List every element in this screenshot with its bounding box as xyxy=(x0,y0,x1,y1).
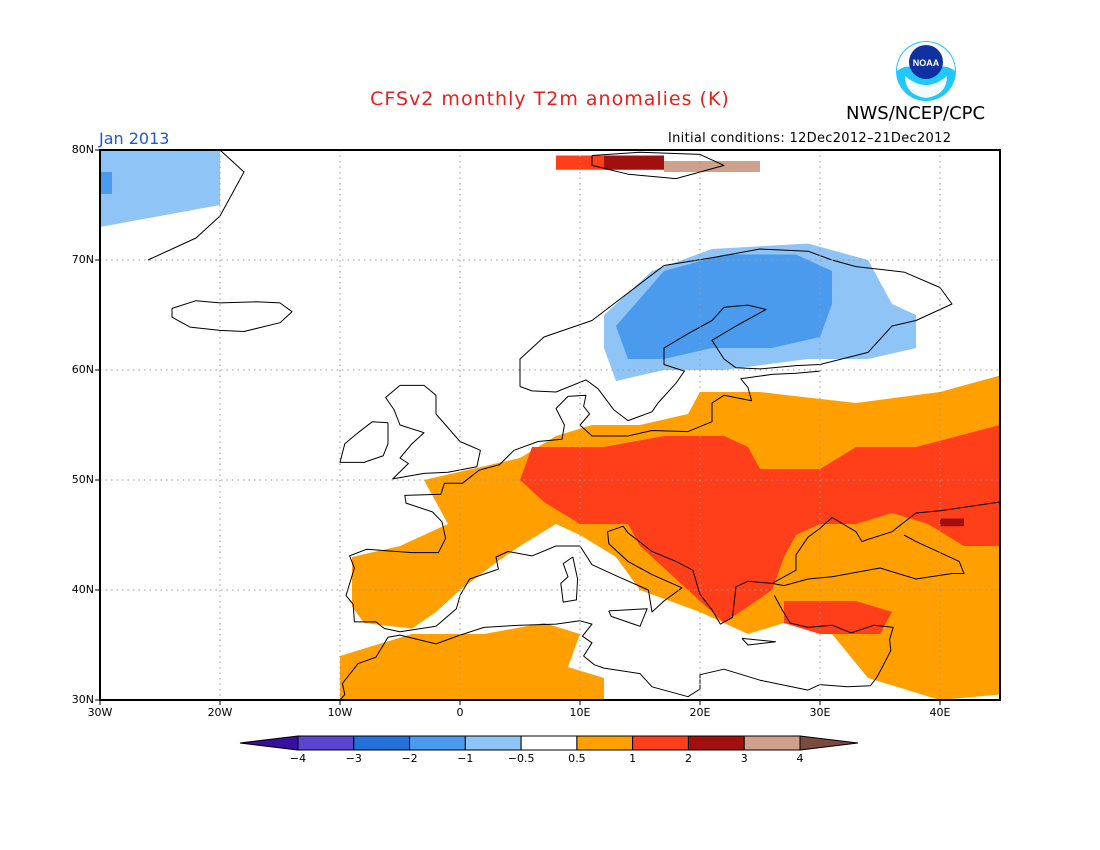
colorbar-swatch xyxy=(353,735,411,751)
map-title: CFSv2 monthly T2m anomalies (K) xyxy=(370,88,730,110)
colorbar-level-label: −3 xyxy=(345,752,362,765)
colorbar-arrow-high xyxy=(799,735,859,751)
lon-label: 20E xyxy=(689,706,711,719)
colorbar-level-label: 2 xyxy=(684,752,692,765)
lon-label: 20W xyxy=(207,706,233,719)
lon-label: 40E xyxy=(929,706,951,719)
forecast-period: Jan 2013 xyxy=(99,129,170,148)
noaa-logo: NOAA xyxy=(896,41,956,101)
coastline-turkey-south-levant xyxy=(771,534,965,587)
coastline-sicily xyxy=(608,608,648,627)
colorbar-swatch xyxy=(687,735,745,751)
lat-label: 80N xyxy=(71,143,94,156)
lat-label: 40N xyxy=(71,583,94,596)
colorbar xyxy=(239,735,859,751)
anomaly-region-11 xyxy=(664,161,760,172)
lon-label: 10W xyxy=(327,706,353,719)
coastline-anatolia-south xyxy=(773,595,894,691)
colorbar-swatch xyxy=(464,735,522,751)
graticule-layer xyxy=(100,150,1000,700)
coastline-continent-west xyxy=(345,370,1000,633)
coastline-britain xyxy=(385,384,481,480)
colorbar-swatch xyxy=(576,735,634,751)
coastline-crete xyxy=(741,637,777,646)
anomaly-region-5 xyxy=(340,623,604,700)
coastline-caspian xyxy=(999,558,1000,560)
coastline-corsica-sardinia xyxy=(560,556,579,603)
colorbar-level-label: −1 xyxy=(457,752,474,765)
lon-label: 30E xyxy=(809,706,831,719)
colorbar-swatch xyxy=(409,735,466,751)
coastline-layer xyxy=(147,150,1000,700)
lat-label: 70N xyxy=(71,253,94,266)
colorbar-level-label: −0.5 xyxy=(507,752,535,765)
coastline-ireland xyxy=(339,421,389,463)
anomaly-fill-layer xyxy=(100,150,1000,700)
anomaly-region-8 xyxy=(940,518,964,527)
anomaly-region-7 xyxy=(784,601,892,634)
colorbar-level-label: 4 xyxy=(796,752,804,765)
colorbar-arrow-low xyxy=(239,735,299,751)
lat-label: 60N xyxy=(71,363,94,376)
agency-label: NWS/NCEP/CPC xyxy=(846,103,986,124)
anomaly-region-0 xyxy=(100,150,220,227)
colorbar-swatch xyxy=(743,735,801,751)
coastline-scandinavia xyxy=(519,248,953,422)
logo-lettering: NOAA xyxy=(913,58,940,68)
colorbar-swatch xyxy=(297,735,355,751)
colorbar-level-label: 3 xyxy=(740,752,748,765)
coastline-iceland xyxy=(171,300,293,332)
colorbar-level-label: 1 xyxy=(629,752,637,765)
colorbar-level-label: −4 xyxy=(289,752,307,765)
colorbar-level-label: 0.5 xyxy=(568,752,586,765)
colorbar-level-label: −2 xyxy=(401,752,418,765)
lat-label: 30N xyxy=(71,693,94,706)
anomaly-region-3 xyxy=(616,254,832,359)
anomaly-region-6 xyxy=(520,425,1000,623)
lon-label: 0 xyxy=(456,706,464,719)
coastline-north-africa xyxy=(339,620,809,700)
colorbar-swatch xyxy=(632,735,689,751)
colorbar-swatch xyxy=(520,735,578,751)
map-frame xyxy=(99,149,1001,701)
initial-conditions: Initial conditions: 12Dec2012–21Dec2012 xyxy=(668,131,952,146)
anomaly-region-10 xyxy=(604,155,664,170)
lat-label: 50N xyxy=(71,473,94,486)
axis-ticks xyxy=(95,149,941,705)
lon-label: 10E xyxy=(569,706,591,719)
lon-label: 30W xyxy=(87,706,113,719)
anomaly-region-1 xyxy=(100,172,112,194)
